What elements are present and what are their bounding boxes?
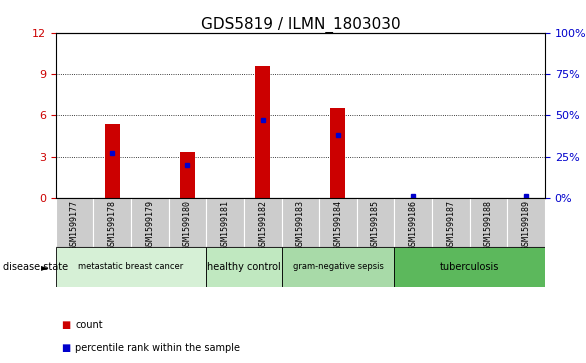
Bar	[394, 247, 545, 287]
Bar	[470, 198, 507, 247]
Bar	[93, 198, 131, 247]
Text: tuberculosis: tuberculosis	[440, 262, 499, 272]
Text: healthy control: healthy control	[207, 262, 281, 272]
Text: GSM1599179: GSM1599179	[145, 200, 154, 250]
Text: percentile rank within the sample: percentile rank within the sample	[75, 343, 240, 354]
Text: ►: ►	[40, 262, 48, 272]
Bar	[131, 198, 169, 247]
Text: GSM1599178: GSM1599178	[108, 200, 117, 250]
Text: GSM1599182: GSM1599182	[258, 200, 267, 250]
Bar	[105, 123, 120, 198]
Bar	[281, 247, 394, 287]
Bar	[169, 198, 206, 247]
Text: metastatic breast cancer: metastatic breast cancer	[79, 262, 183, 271]
Text: gram-negative sepsis: gram-negative sepsis	[292, 262, 383, 271]
Bar	[319, 198, 357, 247]
Bar	[206, 198, 244, 247]
Bar	[244, 198, 281, 247]
Bar	[255, 66, 270, 198]
Text: GSM1599185: GSM1599185	[371, 200, 380, 250]
Text: count: count	[75, 320, 103, 330]
Text: GSM1599183: GSM1599183	[296, 200, 305, 250]
Text: ■: ■	[62, 320, 71, 330]
Bar	[281, 198, 319, 247]
Bar	[432, 198, 470, 247]
Text: GSM1599181: GSM1599181	[220, 200, 230, 250]
Text: GSM1599186: GSM1599186	[409, 200, 418, 250]
Bar	[180, 152, 195, 198]
Bar	[507, 198, 545, 247]
Text: GSM1599189: GSM1599189	[522, 200, 531, 250]
Bar	[331, 109, 346, 198]
Text: GSM1599180: GSM1599180	[183, 200, 192, 250]
Text: GSM1599187: GSM1599187	[447, 200, 455, 250]
Bar	[56, 247, 206, 287]
Text: GSM1599188: GSM1599188	[484, 200, 493, 250]
Text: ■: ■	[62, 343, 71, 354]
Text: GSM1599177: GSM1599177	[70, 200, 79, 250]
Text: GSM1599184: GSM1599184	[333, 200, 342, 250]
Bar	[394, 198, 432, 247]
Bar	[56, 198, 93, 247]
Text: disease state: disease state	[3, 262, 68, 272]
Bar	[357, 198, 394, 247]
Title: GDS5819 / ILMN_1803030: GDS5819 / ILMN_1803030	[200, 16, 400, 33]
Bar	[206, 247, 281, 287]
